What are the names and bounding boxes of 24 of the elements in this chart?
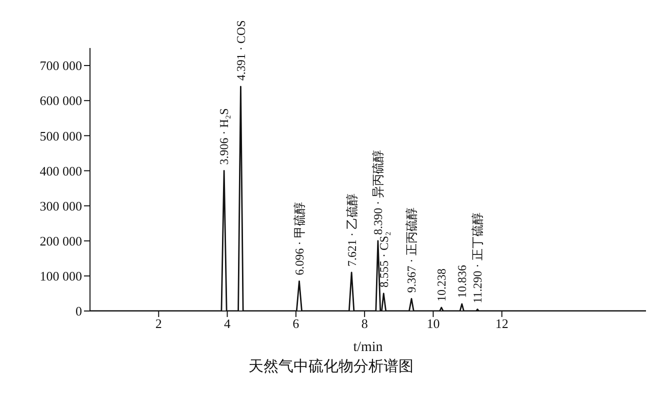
y-tick-label: 700 000 bbox=[40, 58, 82, 74]
x-tick-label: 12 bbox=[495, 316, 508, 332]
y-tick-label: 0 bbox=[76, 304, 82, 319]
x-tick-label: 2 bbox=[155, 316, 162, 332]
annotation: 9.367 · 正丙硫醇 bbox=[404, 208, 419, 293]
annotation: 6.096 · 甲硫醇 bbox=[292, 202, 306, 276]
y-tick-label: 200 000 bbox=[40, 233, 82, 248]
y-tick-label: 500 000 bbox=[40, 128, 82, 144]
y-tick-label: 400 000 bbox=[40, 163, 82, 178]
x-tick-label: 8 bbox=[361, 316, 368, 332]
annotation: 7.621 · 乙硫醇 bbox=[344, 193, 359, 266]
x-tick-label: 6 bbox=[292, 316, 300, 332]
y-tick-label: 600 000 bbox=[40, 93, 82, 108]
annotation: 10.238 bbox=[434, 268, 449, 302]
x-tick-label: 4 bbox=[224, 316, 232, 332]
y-tick-label: 100 000 bbox=[40, 268, 82, 284]
annotation: 3.906 · H₂S bbox=[217, 108, 232, 165]
annotation: 4.391 · COS bbox=[234, 20, 248, 81]
text: 天然气中硫化物分析谱图 bbox=[248, 358, 414, 376]
annotation: 10.836 bbox=[455, 264, 470, 298]
annotation: 11.290 · 正丁硫醇 bbox=[470, 212, 485, 304]
y-tick-label: 300 000 bbox=[40, 198, 82, 214]
x-axis-title: t/min bbox=[353, 340, 383, 355]
x-tick-label: 10 bbox=[426, 316, 440, 332]
